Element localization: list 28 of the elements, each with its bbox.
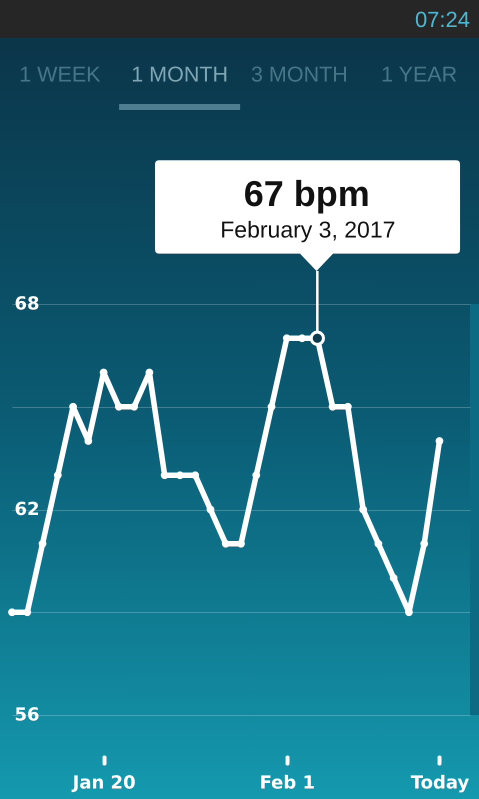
- point: [328, 402, 336, 411]
- point: [359, 506, 368, 514]
- point: [298, 334, 306, 342]
- text: 67 bpm: [244, 172, 370, 214]
- point: [54, 471, 62, 480]
- x-tick-label: Feb 1: [260, 772, 316, 794]
- x-tick-label: Jan 20: [70, 772, 136, 794]
- y-tick-label: 56: [14, 704, 40, 726]
- annotation: February 3, 2017: [220, 216, 396, 243]
- text: 1 MONTH: [131, 62, 228, 87]
- text: 07:24: [414, 7, 470, 32]
- point: [38, 540, 46, 548]
- text: 1 YEAR: [381, 62, 458, 87]
- point: [436, 437, 444, 445]
- text: 1 WEEK: [19, 62, 102, 87]
- point: [176, 471, 184, 480]
- point: [374, 540, 382, 548]
- x-tick-label: Today: [410, 772, 470, 794]
- point: [252, 471, 260, 480]
- point: [390, 574, 398, 582]
- y-tick-label: 68: [14, 294, 40, 314]
- point: [237, 540, 245, 548]
- point: [8, 608, 16, 616]
- point: [206, 506, 214, 514]
- point: [420, 540, 428, 548]
- y-tick-label: 62: [14, 499, 40, 520]
- point: [268, 402, 276, 411]
- text: 3 MONTH: [251, 62, 348, 87]
